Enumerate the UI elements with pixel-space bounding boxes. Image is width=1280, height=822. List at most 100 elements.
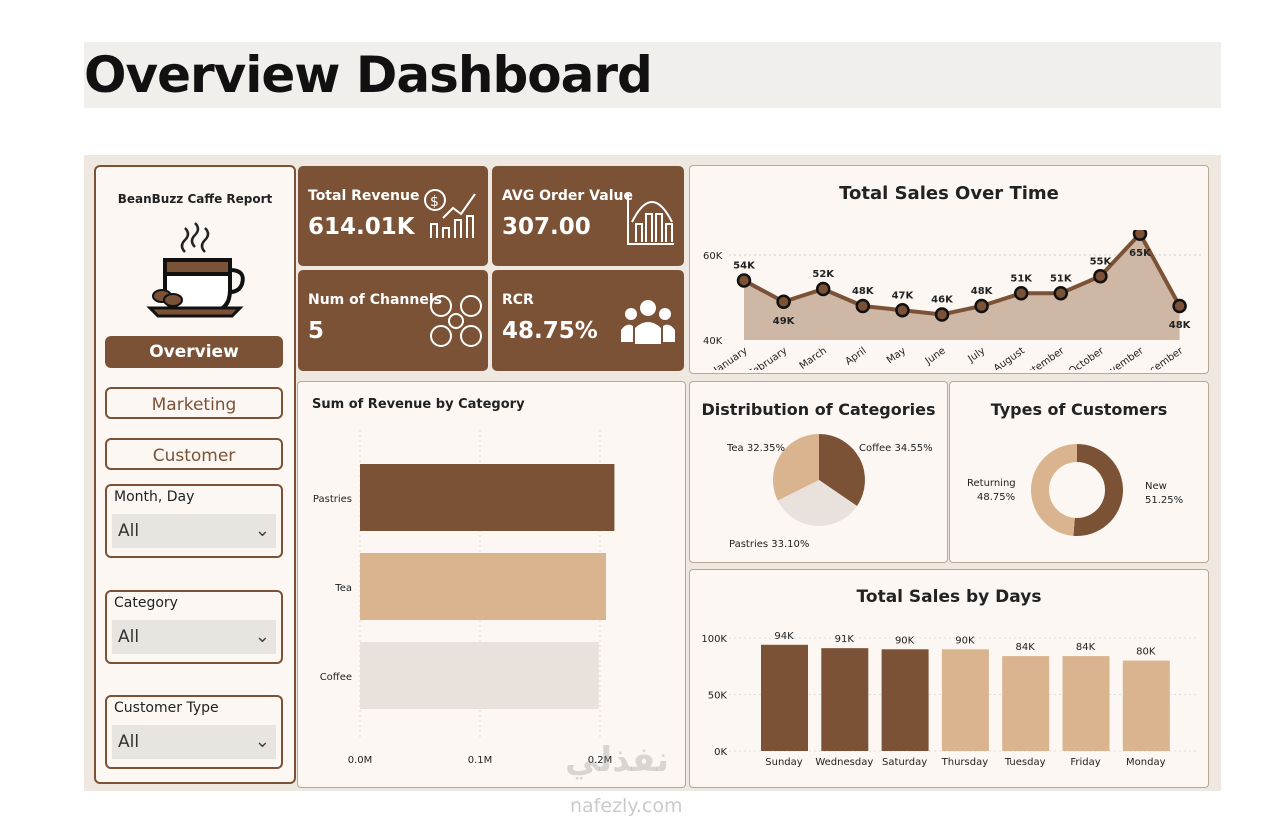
filter-category: Category All ⌄ (105, 590, 283, 664)
x-tick-label: June (923, 345, 948, 367)
y-tick-label: Coffee (320, 672, 352, 683)
users-group-icon (621, 300, 675, 344)
x-tick-label: February (747, 345, 790, 370)
kpi-value: 5 (308, 318, 325, 344)
bar (1002, 656, 1050, 751)
distribution-categories-chart: Coffee 34.55% Pastries 33.10% Tea 32.35% (726, 434, 933, 550)
kpi-num-channels: Num of Channels 5 (298, 270, 488, 371)
data-point (974, 298, 989, 314)
page-title: Overview Dashboard (84, 46, 653, 104)
bar (360, 642, 599, 709)
data-label: 80K (1136, 647, 1156, 658)
slice-label: Pastries 33.10% (729, 539, 809, 550)
x-tick-label: December (1137, 345, 1187, 370)
data-label: 49K (773, 316, 796, 327)
data-point (855, 298, 871, 314)
nav-customer-button[interactable]: Customer (105, 438, 283, 470)
data-point (1172, 298, 1187, 314)
coffee-cup-logo-icon (146, 222, 245, 318)
data-point (1053, 286, 1069, 301)
sales-by-days-chart: 0K 50K 100K 94K Sunday 91K Wednesday 90K Saturda… (701, 631, 1199, 768)
bar (360, 464, 615, 531)
data-point (815, 281, 831, 297)
nav-marketing-button[interactable]: Marketing (105, 387, 283, 419)
bar (761, 644, 808, 751)
x-tick-label: May (885, 345, 908, 366)
chart-title: Types of Customers (990, 400, 1168, 419)
data-label: 55K (1090, 256, 1113, 267)
bar (360, 553, 606, 620)
x-tick-label: January (712, 345, 750, 370)
data-label: 91K (835, 634, 855, 645)
kpi-value: 48.75% (502, 318, 598, 344)
bar (1062, 656, 1110, 751)
select-value: All (118, 732, 140, 752)
channels-icon (430, 295, 482, 347)
x-tick-label: July (965, 345, 987, 365)
data-label: 51K (1050, 273, 1073, 284)
report-title: BeanBuzz Caffe Report (117, 192, 273, 206)
title-band (84, 42, 1221, 108)
bar (821, 648, 869, 751)
select-value: All (118, 521, 140, 541)
category-select[interactable]: All ⌄ (112, 620, 276, 654)
filter-customer-type: Customer Type All ⌄ (105, 695, 283, 769)
watermark-arabic: نفذلي (565, 740, 670, 780)
revenue-by-category-chart: 0.0M 0.1M 0.2M Pastries Tea Coffee (313, 430, 615, 766)
y-tick-label: 50K (708, 691, 728, 702)
filter-label: Customer Type (114, 700, 219, 716)
data-point (776, 294, 791, 309)
filter-month-day: Month, Day All ⌄ (105, 484, 283, 558)
kpi-label: AVG Order Value (502, 188, 633, 204)
x-tick-label: Friday (1070, 757, 1100, 768)
data-point (1093, 269, 1108, 284)
pie-slice (777, 480, 857, 526)
x-tick-label: October (1067, 345, 1107, 370)
kpi-label: Total Revenue (308, 188, 420, 204)
area-fill (744, 233, 1180, 340)
data-point (934, 307, 950, 322)
x-tick-label: August (992, 345, 1027, 370)
filter-label: Month, Day (114, 489, 195, 505)
kpi-total-revenue: Total Revenue 614.01K $ (298, 166, 488, 266)
data-label: 48K (852, 286, 875, 297)
x-tick-label: Tuesday (1004, 757, 1046, 768)
chevron-down-icon: ⌄ (254, 520, 270, 541)
filter-label: Category (114, 595, 178, 611)
kpi-label: RCR (502, 292, 534, 308)
data-label: 46K (931, 295, 954, 306)
y-tick-label: 0K (714, 747, 727, 758)
month-day-select[interactable]: All ⌄ (112, 514, 276, 548)
data-point (1132, 230, 1148, 241)
select-value: All (118, 627, 140, 647)
x-tick-label: 0.1M (468, 755, 493, 766)
x-tick-label: 0.2M (588, 755, 613, 766)
data-point (895, 303, 910, 318)
sales-over-time-chart: 60K 40K 54K January 49K February 52K March 48K Ap… (703, 230, 1204, 370)
revenue-chart-icon: $ (424, 189, 476, 238)
x-tick-label: Wednesday (815, 757, 873, 768)
nav-overview-button[interactable]: Overview (105, 336, 283, 368)
kpi-avg-order-value: AVG Order Value 307.00 (492, 166, 684, 266)
kpi-value: 307.00 (502, 214, 591, 240)
data-label: 94K (774, 631, 794, 642)
data-label: 90K (955, 635, 975, 646)
customer-type-select[interactable]: All ⌄ (112, 725, 276, 759)
chevron-down-icon: ⌄ (254, 626, 270, 647)
chart-title: Total Sales by Days (856, 587, 1042, 607)
chart-title: Total Sales Over Time (839, 183, 1059, 204)
watermark-latin: nafezly.com (570, 795, 683, 817)
kpi-label: Num of Channels (308, 292, 442, 308)
slice-label: Tea 32.35% (726, 443, 785, 454)
bar (941, 649, 989, 751)
x-tick-label: 0.0M (348, 755, 373, 766)
slice-value: 51.25% (1145, 495, 1183, 506)
chart-title: Distribution of Categories (701, 400, 936, 419)
chart-title: Sum of Revenue by Category (312, 397, 525, 412)
y-tick-label: 100K (701, 634, 727, 645)
data-label: 52K (812, 269, 835, 280)
data-label: 84K (1016, 642, 1036, 653)
types-customers-chart: New 51.25% Returning 48.75% (967, 444, 1183, 536)
x-tick-label: Saturday (882, 757, 927, 768)
kpi-value: 614.01K (308, 214, 415, 240)
